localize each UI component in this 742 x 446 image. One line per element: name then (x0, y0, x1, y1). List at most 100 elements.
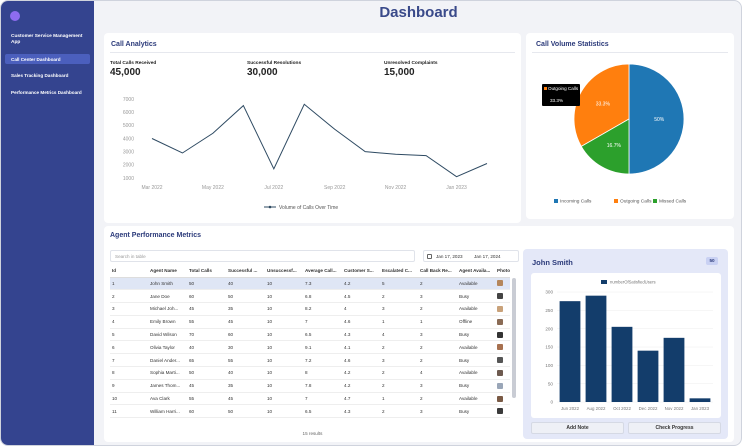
table-cell: 4.3 (342, 328, 380, 342)
table-cell: 4.2 (342, 379, 380, 393)
table-row[interactable]: 1 John Smith 50 40 10 7.3 4.2 5 2 Available (110, 277, 510, 291)
y-tick-label: 7000 (123, 97, 134, 103)
table-row[interactable]: 5 David Wilson 70 60 10 6.5 4.3 4 3 Busy (110, 328, 510, 342)
table-row[interactable]: 7 Daniel Ander... 65 55 10 7.2 4.6 3 2 Busy (110, 353, 510, 368)
photo-cell (495, 366, 510, 380)
avatar (497, 305, 503, 312)
y-tick-label: 5000 (123, 123, 134, 129)
x-tick-label: Jul 2022 (264, 185, 283, 191)
search-box[interactable]: Search in table (110, 250, 415, 262)
table-cell: Michael Joh... (148, 302, 187, 316)
date-range[interactable]: Jan 17, 2023 Jan 17, 2024 (423, 250, 519, 262)
table-cell: 45 (187, 302, 226, 316)
legend-swatch (601, 280, 607, 284)
slice-label: 33.3% (596, 102, 611, 108)
table-row[interactable]: 10 Ava Clark 55 45 10 7 4.7 1 2 Available (110, 392, 510, 406)
bar-chart: 0 50 100 150 200 250 300 numberOfSatisfiedUsers… (545, 280, 713, 411)
table-cell: 9 (110, 379, 148, 393)
y-tick-label: 6000 (123, 110, 134, 116)
nav-item[interactable]: Performance Metrics Dashboard (11, 89, 82, 95)
table-row[interactable]: 3 Michael Joh... 45 35 10 8.2 4 3 2 Available (110, 302, 510, 316)
detail-badge: 50 (706, 257, 718, 265)
table-cell: Available (457, 340, 495, 355)
call-analytics-card: Call Analytics Total Calls Received 45,0… (104, 33, 521, 223)
y-tick-label: 2000 (123, 163, 134, 169)
photo-cell (495, 277, 510, 291)
x-tick-label: Dec 2022 (639, 406, 658, 411)
detail-name: John Smith (532, 258, 573, 267)
table-row[interactable]: 6 Olivia Taylor 40 30 10 9.1 4.1 2 2 Available (110, 340, 510, 355)
table-cell: 70 (187, 328, 226, 342)
table-cell: 55 (187, 392, 226, 406)
x-tick-label: Nov 2022 (385, 185, 407, 191)
table-cell: Available (457, 277, 495, 291)
table-cell: 1 (418, 315, 457, 329)
nav-item[interactable]: Call Center Dashboard (5, 54, 90, 64)
page-title: Dashboard (379, 4, 458, 21)
date-to: Jan 17, 2024 (474, 254, 501, 259)
table-cell: 40 (226, 277, 265, 291)
slice-label: 50% (654, 117, 665, 123)
line-chart: 1000 2000 3000 4000 5000 6000 7000 Mar 2022 May … (123, 97, 488, 211)
nav-item[interactable]: Sales Tracking Dashboard (11, 72, 69, 78)
table-row[interactable]: 2 Jane Doe 60 50 10 6.8 4.5 2 3 Busy (110, 289, 510, 304)
y-tick-label: 150 (545, 345, 553, 350)
slice-label: 16.7% (607, 143, 622, 149)
table-cell: 35 (226, 379, 265, 393)
table-cell: 50 (187, 366, 226, 380)
table-cell: 60 (187, 404, 226, 419)
table-row[interactable]: 11 William Harri... 60 50 10 6.5 4.3 2 3 Busy (110, 404, 510, 419)
table-cell: 8.2 (303, 302, 342, 316)
avatar (497, 395, 503, 402)
sidebar: Customer Service Management App Call Cen… (1, 1, 94, 445)
table-row[interactable]: 4 Emily Brown 55 45 10 7 4.6 1 1 Offline (110, 315, 510, 329)
table-cell: 3 (418, 328, 457, 342)
table-row[interactable]: 9 James Thom... 45 35 10 7.8 4.2 2 3 Busy (110, 379, 510, 393)
table-cell: Busy (457, 379, 495, 393)
table-cell: 50 (226, 289, 265, 304)
table-cell: 60 (226, 328, 265, 342)
column-header: Escalated C... (380, 265, 418, 278)
x-tick-label: Aug 2022 (587, 406, 606, 411)
scrollbar[interactable] (512, 278, 516, 398)
y-tick-label: 3000 (123, 149, 134, 155)
divider (532, 52, 728, 53)
table-cell: Available (457, 392, 495, 406)
agent-table: Id Agent Name Total Calls Successful ... Uns… (110, 265, 510, 419)
table-cell: 4.7 (342, 392, 380, 406)
photo-cell (495, 340, 510, 355)
table-cell: 4.1 (342, 340, 380, 355)
legend-label: numberOfSatisfiedUsers (610, 280, 656, 285)
table-cell: 7 (110, 353, 148, 368)
table-cell: 5 (380, 277, 418, 291)
y-tick-label: 50 (548, 381, 554, 386)
table-cell: Available (457, 366, 495, 380)
table-cell: Busy (457, 353, 495, 368)
pie-slice (580, 118, 630, 175)
table-cell: 2 (380, 379, 418, 393)
check-progress-button[interactable]: Check Progress (628, 422, 721, 434)
stat-label: Unresolved Complaints (384, 61, 438, 66)
legend-label: Outgoing Calls (620, 199, 652, 205)
table-cell: 4 (380, 328, 418, 342)
x-tick-label: Sep 2022 (324, 185, 346, 191)
table-cell: 60 (187, 289, 226, 304)
table-cell: 4 (110, 315, 148, 329)
table-cell: 6 (110, 340, 148, 355)
table-cell: Offline (457, 315, 495, 329)
y-tick-label: 300 (545, 290, 553, 295)
table-row[interactable]: 8 Sophia Marti... 50 40 10 8 4.2 2 4 Available (110, 366, 510, 380)
table-cell: 10 (265, 353, 303, 368)
table-cell: 2 (418, 340, 457, 355)
y-tick-label: 0 (550, 400, 553, 405)
table-cell: 4 (342, 302, 380, 316)
table-cell: 10 (265, 328, 303, 342)
photo-cell (495, 353, 510, 368)
column-header: Customer S... (342, 265, 380, 278)
add-note-button[interactable]: Add Note (531, 422, 624, 434)
table-cell: 4.5 (342, 289, 380, 304)
table-cell: 7 (303, 315, 342, 329)
table-cell: 7.8 (303, 379, 342, 393)
avatar (497, 331, 503, 338)
photo-cell (495, 328, 510, 342)
